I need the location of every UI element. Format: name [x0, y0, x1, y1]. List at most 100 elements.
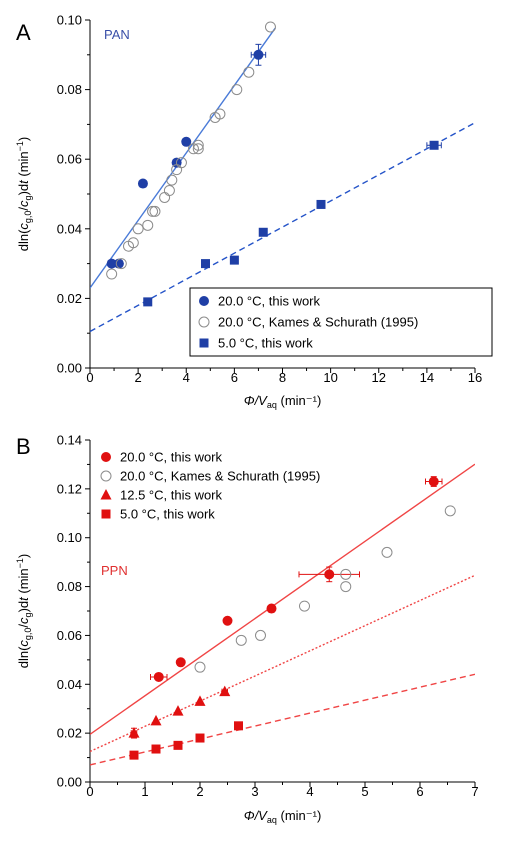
data-point [222, 615, 233, 626]
data-point [253, 49, 264, 60]
legend-marker [198, 316, 210, 328]
y-tick-label: 0.12 [57, 481, 82, 496]
x-tick-label: 1 [141, 784, 148, 799]
data-point [149, 205, 161, 217]
y-tick-label: 0.10 [57, 13, 82, 28]
y-tick-label: 0.00 [57, 775, 82, 790]
legend-label: 20.0 °C, Kames & Schurath (1995) [218, 315, 418, 330]
legend-label: 12.5 °C, this work [120, 488, 223, 503]
x-tick-label: 16 [468, 370, 482, 385]
legend-marker [100, 470, 112, 482]
data-point [153, 671, 164, 682]
data-point [113, 258, 124, 269]
data-point [127, 237, 139, 249]
data-point [299, 600, 310, 612]
y-tick-label: 0.04 [57, 221, 82, 236]
data-point [129, 750, 139, 760]
data-point [219, 685, 231, 697]
data-point [235, 634, 247, 646]
data-point [255, 629, 266, 641]
panel-label: B [16, 434, 31, 459]
data-point [163, 185, 175, 197]
data-point [137, 178, 148, 189]
data-point [192, 143, 204, 155]
legend-marker [199, 296, 209, 306]
data-point [143, 297, 153, 307]
x-tick-label: 6 [416, 784, 423, 799]
data-point [340, 581, 352, 593]
y-tick-label: 0.00 [57, 361, 82, 376]
y-tick-label: 0.14 [57, 433, 82, 448]
y-tick-label: 0.10 [57, 530, 82, 545]
panel-label: A [16, 20, 31, 45]
y-axis-label: dln(cg,0/cg)dt (min−1) [15, 137, 33, 252]
data-point [429, 140, 439, 150]
y-tick-label: 0.06 [57, 152, 82, 167]
legend-label: 20.0 °C, this work [120, 450, 223, 465]
legend-label: 5.0 °C, this work [120, 507, 215, 522]
x-tick-label: 14 [420, 370, 434, 385]
legend-marker [101, 452, 111, 462]
data-point [150, 714, 162, 726]
legend-marker [100, 489, 112, 500]
x-tick-label: 10 [323, 370, 337, 385]
data-point [172, 705, 184, 716]
data-point [181, 136, 192, 147]
legend-label: 20.0 °C, this work [218, 294, 321, 309]
data-point [142, 219, 154, 231]
y-tick-label: 0.06 [57, 628, 82, 643]
y-tick-label: 0.08 [57, 82, 82, 97]
data-point [229, 255, 239, 265]
fit-line [90, 122, 475, 333]
y-tick-label: 0.04 [57, 677, 82, 692]
data-point [173, 740, 183, 750]
x-tick-label: 3 [251, 784, 258, 799]
fit-line [90, 574, 475, 753]
x-tick-label: 4 [306, 784, 313, 799]
legend-box [189, 287, 493, 357]
x-tick-label: 8 [279, 370, 286, 385]
data-point [115, 258, 127, 270]
data-point [316, 199, 326, 209]
x-tick-label: 0 [86, 370, 93, 385]
panel-b: 0.00 0.02 0.04 0.06 0.08 0.10 0.12 0.14 0 1 2 3 4 5 6 7… [15, 433, 479, 826]
data-point [128, 727, 140, 738]
data-point [340, 568, 352, 580]
fit-line [90, 463, 475, 735]
x-tick-label: 6 [231, 370, 238, 385]
data-point [166, 174, 178, 186]
y-axis-label: dln(cg,0/cg)dt (min−1) [15, 554, 33, 669]
data-point [192, 139, 204, 151]
data-point [106, 268, 118, 280]
data-point [194, 661, 206, 673]
inset-label: PPN [101, 563, 128, 578]
x-tick-label: 2 [135, 370, 142, 385]
data-point [266, 603, 277, 614]
x-tick-label: 2 [196, 784, 203, 799]
y-tick-label: 0.08 [57, 579, 82, 594]
legend-marker [199, 338, 209, 348]
y-tick-label: 0.02 [57, 291, 82, 306]
data-point [147, 205, 159, 217]
legend-label: 5.0 °C, this work [218, 336, 313, 351]
data-point [132, 223, 144, 235]
data-point [243, 66, 255, 78]
x-tick-label: 12 [372, 370, 386, 385]
x-tick-label: 0 [86, 784, 93, 799]
data-point [175, 157, 187, 169]
inset-label: PAN [104, 27, 130, 42]
legend-marker [101, 509, 111, 519]
data-point [201, 259, 210, 269]
data-point [231, 84, 243, 96]
data-point [195, 733, 205, 743]
data-point [151, 744, 161, 754]
legend-label: 20.0 °C, Kames & Schurath (1995) [120, 469, 320, 484]
data-point [428, 476, 439, 487]
data-point [194, 695, 206, 706]
data-point [234, 721, 243, 731]
data-point [214, 108, 226, 120]
y-tick-label: 0.02 [57, 726, 82, 741]
